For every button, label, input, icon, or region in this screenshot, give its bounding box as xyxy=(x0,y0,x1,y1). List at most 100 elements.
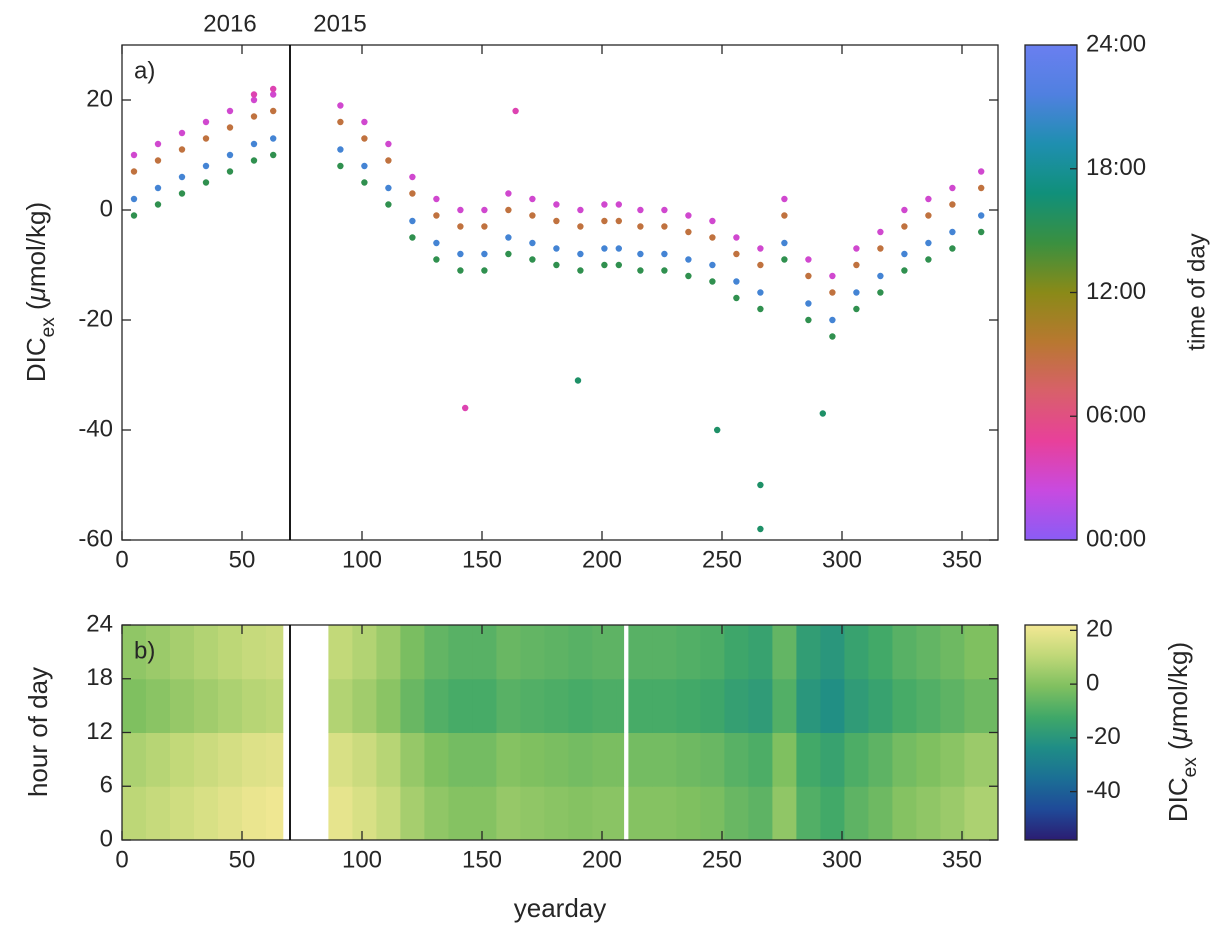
heat-cell xyxy=(616,678,625,733)
heat-cell xyxy=(218,786,243,841)
data-point xyxy=(270,151,277,159)
colorbar-tick-label: 00:00 xyxy=(1086,525,1146,552)
heat-cell xyxy=(376,786,401,841)
heat-cell xyxy=(194,678,219,733)
heat-cell xyxy=(472,732,497,787)
data-point xyxy=(577,206,584,214)
data-point xyxy=(481,267,488,274)
data-point xyxy=(661,223,668,230)
data-point xyxy=(601,245,608,252)
y-tick-label: 0 xyxy=(100,825,113,852)
y-axis-title: hour of day xyxy=(23,667,53,797)
colorbar-title: time of day xyxy=(1183,233,1210,350)
data-point xyxy=(733,234,740,241)
heat-cell xyxy=(892,625,917,680)
heat-cell xyxy=(242,732,267,787)
heat-cell xyxy=(376,678,401,733)
data-point xyxy=(226,124,234,131)
heat-cell xyxy=(652,625,677,680)
data-point xyxy=(577,250,584,258)
heat-cell xyxy=(122,732,147,787)
data-point xyxy=(853,305,860,313)
heat-cell xyxy=(868,786,893,841)
data-point xyxy=(505,250,512,258)
heat-cell xyxy=(568,678,593,733)
data-point xyxy=(637,223,644,230)
year-label: 2016 xyxy=(203,10,256,37)
heat-cell xyxy=(916,732,941,787)
data-point xyxy=(433,212,440,219)
heat-cell xyxy=(328,625,353,680)
heat-cell xyxy=(724,732,749,787)
heat-cell xyxy=(146,732,171,787)
data-point xyxy=(270,135,277,142)
data-point xyxy=(385,140,392,148)
heat-cell xyxy=(448,678,473,733)
heat-cell xyxy=(820,786,845,841)
label-part: DIC xyxy=(1163,777,1193,822)
heat-cell xyxy=(628,786,653,841)
data-point xyxy=(661,267,668,274)
data-point xyxy=(805,316,812,324)
data-point xyxy=(601,201,608,208)
data-point xyxy=(709,261,716,269)
x-tick-label: 250 xyxy=(702,546,742,573)
data-point xyxy=(385,184,392,192)
data-point xyxy=(553,261,560,269)
heat-cell xyxy=(568,732,593,787)
data-point xyxy=(202,162,210,170)
y-tick-label: -60 xyxy=(78,525,113,552)
data-point xyxy=(250,96,258,104)
y-tick-label: 24 xyxy=(86,610,113,637)
data-point xyxy=(361,135,368,142)
colorbar-tick-label: 20 xyxy=(1086,616,1113,643)
heat-cell xyxy=(146,678,171,733)
data-point xyxy=(529,212,536,219)
data-point xyxy=(685,212,692,219)
heat-cell xyxy=(616,732,625,787)
y-tick-label: 18 xyxy=(86,664,113,691)
data-point xyxy=(226,168,234,175)
data-point xyxy=(978,228,985,236)
data-point xyxy=(661,250,668,258)
data-point xyxy=(505,234,512,241)
heat-cell xyxy=(964,678,999,733)
data-point xyxy=(757,261,764,269)
data-point xyxy=(901,267,908,274)
data-point xyxy=(385,157,392,164)
y-tick-label: -20 xyxy=(78,305,113,332)
heat-cell xyxy=(748,678,773,733)
heat-cell xyxy=(940,732,965,787)
data-point xyxy=(154,201,162,208)
data-point xyxy=(733,250,740,258)
heat-cell xyxy=(122,625,147,680)
y-tick-label: 20 xyxy=(86,85,113,112)
data-point xyxy=(553,217,560,225)
heat-cell xyxy=(242,786,267,841)
data-point xyxy=(901,250,908,258)
heat-cell xyxy=(424,732,449,787)
y-tick-label: 0 xyxy=(100,195,113,222)
data-point xyxy=(853,289,860,296)
heat-cell xyxy=(676,678,701,733)
heat-cell xyxy=(146,786,171,841)
data-point xyxy=(457,267,464,274)
heat-cell xyxy=(628,732,653,787)
data-point xyxy=(733,278,740,285)
data-point xyxy=(925,195,932,203)
heat-cell xyxy=(700,678,725,733)
data-point xyxy=(457,250,464,258)
x-axis-title: yearday xyxy=(514,893,607,923)
axes-frame xyxy=(121,44,999,541)
data-point xyxy=(709,217,716,225)
heat-cell xyxy=(122,678,147,733)
data-point xyxy=(154,157,162,164)
y-tick-label: 6 xyxy=(100,772,113,799)
data-point xyxy=(601,261,608,269)
label-part: ( xyxy=(1163,741,1193,757)
data-point xyxy=(781,212,788,219)
x-tick-label: 100 xyxy=(342,846,382,873)
heat-cell xyxy=(472,678,497,733)
label-part: ( xyxy=(21,301,51,317)
heat-cell xyxy=(676,625,701,680)
